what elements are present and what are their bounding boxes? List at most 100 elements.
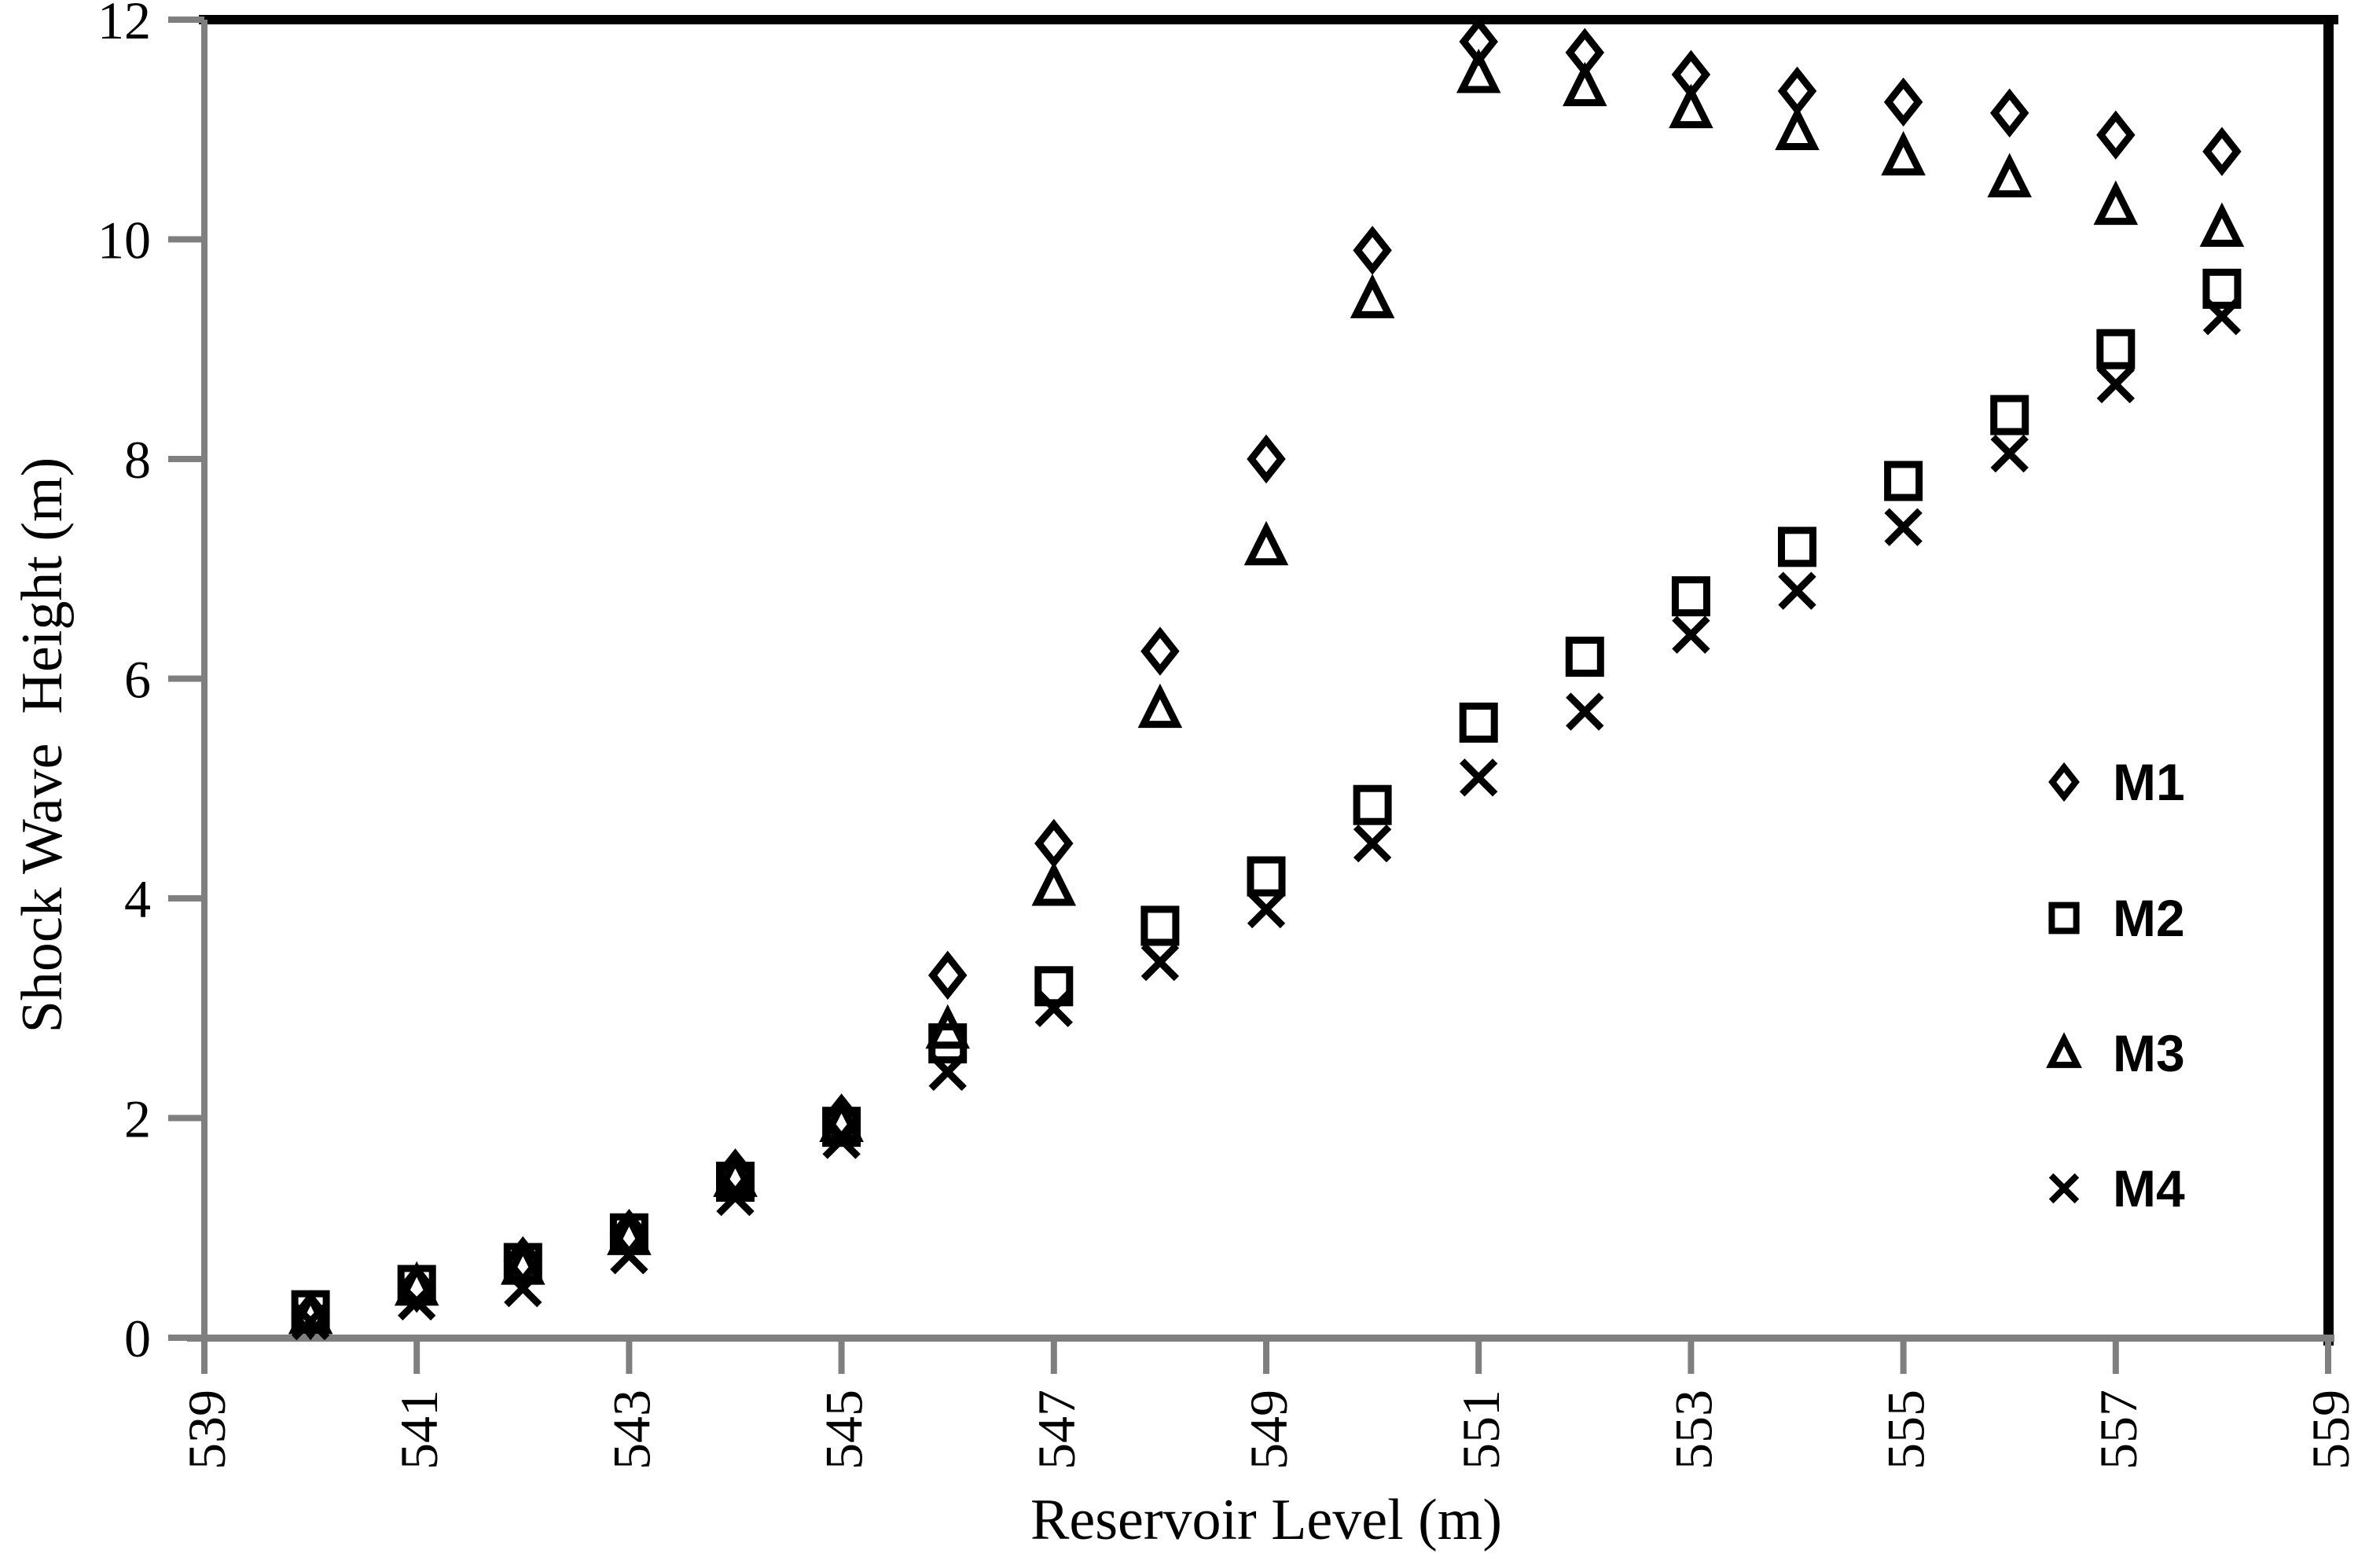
marker-M4: [1566, 692, 1604, 731]
x-tick: [1263, 1338, 1269, 1374]
marker-M4: [716, 1177, 755, 1217]
x-tick-label: 555: [1876, 1390, 1936, 1470]
x-tick: [1900, 1338, 1907, 1374]
marker-M1: [2096, 110, 2136, 160]
marker-M4: [610, 1236, 648, 1275]
x-tick: [1050, 1338, 1057, 1374]
marker-M4: [291, 1302, 330, 1341]
marker-M2: [1140, 905, 1180, 946]
marker-M2: [2096, 329, 2136, 369]
marker-M4: [822, 1121, 861, 1159]
marker-M3: [1563, 61, 1607, 107]
marker-M3: [1456, 48, 1501, 94]
marker-M4: [2202, 297, 2242, 336]
marker-M1: [1247, 434, 1286, 484]
legend-marker-M2: [2048, 902, 2080, 935]
marker-M2: [503, 1243, 542, 1283]
x-tick-label: 549: [1239, 1390, 1298, 1470]
marker-M2: [1990, 395, 2029, 435]
y-tick: [168, 895, 204, 902]
x-tick: [2325, 1338, 2331, 1374]
marker-M4: [1460, 758, 1498, 797]
x-tick-label: 553: [1663, 1390, 1723, 1470]
x-tick-label: 545: [814, 1390, 874, 1470]
marker-M2: [2202, 268, 2242, 309]
marker-M4: [1140, 942, 1180, 982]
marker-M1: [1034, 818, 1074, 868]
x-tick: [1475, 1338, 1482, 1374]
x-tick: [201, 1338, 208, 1374]
marker-M2: [1884, 461, 1923, 501]
x-tick-label: 543: [601, 1390, 661, 1470]
x-tick: [1688, 1338, 1695, 1374]
marker-M4: [1034, 989, 1073, 1027]
marker-M1: [927, 950, 968, 1001]
x-tick-label: 551: [1451, 1390, 1511, 1470]
y-tick-label: 0: [124, 1309, 151, 1368]
y-tick-label: 6: [124, 650, 151, 710]
marker-M3: [2093, 180, 2139, 226]
marker-M3: [1031, 861, 1077, 906]
marker-M2: [1778, 527, 1816, 567]
legend-label-M4: M4: [2113, 1159, 2185, 1217]
plot-right-border: [2323, 15, 2334, 1346]
y-tick: [168, 236, 204, 243]
x-tick-label: 541: [389, 1390, 449, 1470]
marker-M2: [1671, 576, 1710, 617]
y-tick-label: 12: [97, 0, 151, 50]
x-axis-line: [187, 1335, 2334, 1342]
x-tick: [838, 1338, 845, 1374]
y-axis-title: Shock Wave Height (m): [10, 457, 75, 1034]
marker-M3: [1243, 520, 1289, 566]
marker-M3: [2199, 202, 2245, 248]
marker-M3: [1350, 274, 1395, 318]
x-tick: [2112, 1338, 2119, 1374]
marker-M4: [928, 1052, 967, 1091]
marker-M2: [609, 1213, 648, 1254]
marker-M4: [1778, 571, 1816, 610]
marker-M4: [2096, 365, 2135, 404]
marker-M1: [1989, 88, 2029, 138]
y-tick-label: 8: [124, 430, 151, 490]
legend-marker-M4: [2048, 1173, 2080, 1204]
y-tick-label: 2: [124, 1089, 151, 1149]
marker-M4: [1884, 508, 1923, 546]
x-tick: [626, 1338, 633, 1374]
marker-M2: [1565, 637, 1604, 678]
y-tick-label: 4: [124, 869, 151, 929]
marker-M4: [1990, 434, 2029, 473]
legend-label-M1: M1: [2113, 753, 2185, 811]
marker-M1: [1883, 77, 1923, 127]
y-tick: [168, 456, 204, 462]
x-tick: [413, 1338, 421, 1374]
legend-label-M2: M2: [2113, 889, 2185, 947]
legend-label-M3: M3: [2113, 1024, 2185, 1082]
marker-M3: [1137, 683, 1183, 729]
y-tick: [168, 17, 204, 23]
marker-M4: [1672, 615, 1710, 654]
marker-M3: [1881, 130, 1926, 176]
marker-M1: [1353, 226, 1392, 275]
marker-M4: [1353, 824, 1392, 863]
plot-top-border: [199, 15, 2338, 24]
y-tick: [168, 1114, 204, 1122]
marker-M4: [398, 1282, 436, 1321]
legend-marker-M1: [2048, 762, 2080, 802]
marker-M1: [2202, 127, 2242, 176]
marker-M2: [1247, 856, 1286, 897]
marker-M3: [1775, 105, 1820, 151]
marker-M2: [1034, 966, 1074, 1007]
marker-M2: [928, 1023, 968, 1063]
x-axis-title: Reservoir Level (m): [1030, 1488, 1502, 1552]
marker-M4: [1247, 890, 1286, 929]
marker-M3: [1987, 152, 2032, 198]
x-tick-label: 547: [1027, 1390, 1086, 1470]
marker-M3: [1669, 83, 1713, 129]
marker-M1: [1777, 66, 1817, 116]
y-tick: [168, 1335, 204, 1341]
y-tick-label: 10: [97, 211, 151, 270]
y-axis-line: [201, 20, 208, 1374]
marker-M1: [1140, 626, 1180, 676]
